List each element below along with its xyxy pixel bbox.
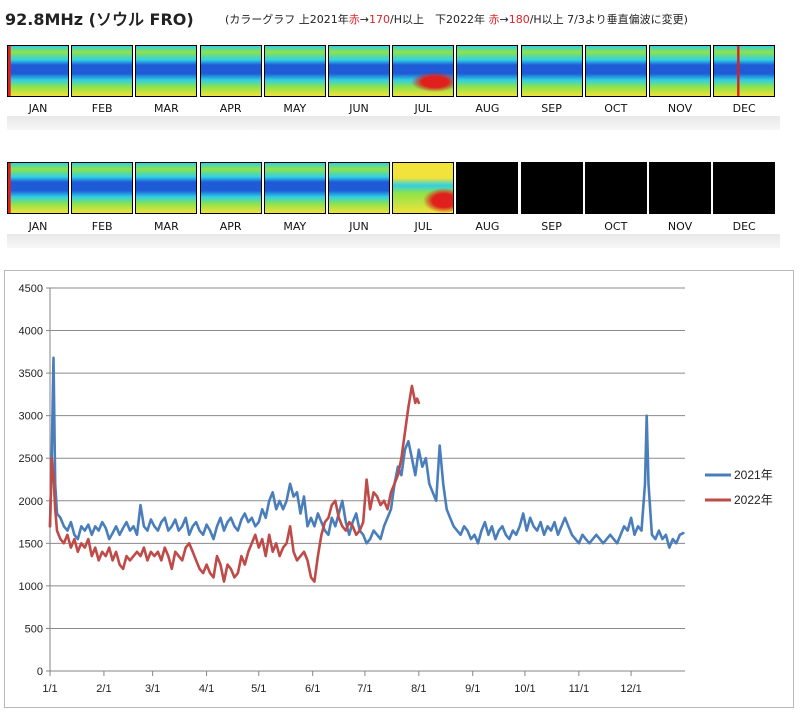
heatmap-thumb-apr [199, 45, 262, 97]
month-label: SEP [541, 102, 562, 115]
month-label: APR [219, 220, 242, 233]
month-label: APR [219, 102, 242, 115]
heatmap-thumb-jul [392, 45, 455, 97]
subtitle-red-word: 赤 [348, 13, 360, 26]
heatmap-thumb-jun [328, 45, 390, 97]
y-tick-label: 0 [37, 666, 43, 678]
subtitle-arrow: → [499, 13, 509, 26]
y-tick-label: 500 [25, 623, 43, 635]
heatmap-thumb-feb [71, 45, 134, 97]
heatmap-thumb-jul [392, 162, 455, 214]
heatmap-thumb-mar [135, 162, 198, 214]
month-label: MAY [283, 102, 307, 115]
month-label: JAN [28, 102, 48, 115]
heatmap-thumb-dec [713, 162, 776, 214]
month-label: NOV [667, 220, 693, 233]
x-tick-label: 2/1 [96, 683, 111, 695]
month-label: JUN [349, 220, 369, 233]
heatmap-thumb-feb [71, 162, 134, 214]
month-label: DEC [732, 220, 756, 233]
subtitle-text: /H以上 7/3より垂直偏波に変更) [529, 13, 688, 26]
x-tick-label: 3/1 [145, 683, 160, 695]
heatmap-thumb-oct [584, 162, 647, 214]
month-label: FEB [91, 102, 113, 115]
subtitle-red-word: 赤 [488, 13, 500, 26]
y-tick-label: 3000 [19, 411, 43, 423]
x-tick-label: 12/1 [620, 683, 641, 695]
page-title: 92.8MHz (ソウル FRO) [5, 10, 194, 29]
month-label: JAN [28, 220, 48, 233]
x-tick-label: 6/1 [305, 683, 320, 695]
y-tick-label: 4500 [19, 283, 43, 295]
y-tick-label: 1500 [19, 538, 43, 550]
series-line-2021 [48, 356, 685, 549]
y-tick-label: 1000 [19, 581, 43, 593]
month-label: JUN [349, 102, 369, 115]
subtitle-arrow: → [359, 13, 370, 26]
x-tick-label: 7/1 [357, 683, 372, 695]
x-tick-label: 1/1 [42, 683, 57, 695]
heatmap-strip-2021: JAN FEB MAR APR MAY JUN JUL AUG SEP OCT NOV DEC [7, 45, 780, 130]
legend-label: 2022年 [734, 493, 773, 507]
heatmap-thumb-jun [328, 162, 390, 214]
heatmap-thumb-dec [713, 45, 776, 97]
subtitle-text: /H以上 下2022年 [390, 13, 489, 26]
heatmap-thumb-aug [456, 45, 519, 97]
legend-label: 2021年 [734, 468, 773, 482]
y-tick-label: 3500 [19, 368, 43, 380]
month-label: JUL [414, 220, 432, 233]
heatmap-thumb-apr [199, 162, 262, 214]
month-label: NOV [667, 102, 693, 115]
heatmap-thumb-jan [7, 162, 69, 214]
month-label: AUG [475, 220, 500, 233]
strip-shadow [7, 234, 780, 248]
x-tick-label: 5/1 [251, 683, 266, 695]
month-label: AUG [475, 102, 500, 115]
subtitle-threshold-2022: 180 [508, 13, 530, 26]
month-label: OCT [604, 220, 628, 233]
x-tick-label: 9/1 [465, 683, 480, 695]
heatmap-thumb-mar [135, 45, 198, 97]
heatmap-thumb-may [263, 45, 326, 97]
heatmap-thumb-sep [520, 162, 583, 214]
month-label: DEC [732, 102, 756, 115]
x-tick-label: 11/1 [569, 683, 590, 695]
subtitle-text: (カラーグラフ 上2021年 [225, 13, 349, 26]
heatmap-thumb-sep [520, 45, 583, 97]
heatmap-thumb-oct [584, 45, 647, 97]
line-chart: 0 500 1000 1500 2000 2500 3000 3500 4000 4500 1/1 2… [19, 283, 773, 695]
strip-shadow [7, 116, 780, 130]
month-label: MAY [283, 220, 307, 233]
series-line-2022 [48, 384, 421, 583]
y-tick-label: 4000 [19, 326, 43, 338]
month-label: JUL [414, 102, 432, 115]
line-chart-panel: 0 500 1000 1500 2000 2500 3000 3500 4000 4500 1/1 2… [4, 270, 794, 708]
heatmap-thumb-jan [7, 45, 69, 97]
month-label: MAR [154, 102, 179, 115]
y-tick-label: 2500 [19, 453, 43, 465]
heatmap-thumb-nov [649, 45, 711, 97]
x-tick-label: 8/1 [411, 683, 426, 695]
month-label: FEB [91, 220, 113, 233]
heatmap-thumb-aug [456, 162, 519, 214]
x-tick-label: 10/1 [514, 683, 535, 695]
heatmap-strip-2022: JAN FEB MAR APR MAY JUN JUL AUG SEP OCT NOV DEC [7, 162, 780, 254]
x-tick-label: 4/1 [199, 683, 214, 695]
heatmap-thumb-may [263, 162, 326, 214]
page-subtitle: (カラーグラフ 上2021年赤→170/H以上 下2022年 赤→180/H以上… [225, 11, 688, 27]
month-label: MAR [154, 220, 179, 233]
month-label: SEP [541, 220, 562, 233]
heatmap-thumb-nov [649, 162, 711, 214]
y-tick-label: 2000 [19, 496, 43, 508]
subtitle-threshold-2021: 170 [369, 13, 391, 26]
month-label: OCT [604, 102, 628, 115]
